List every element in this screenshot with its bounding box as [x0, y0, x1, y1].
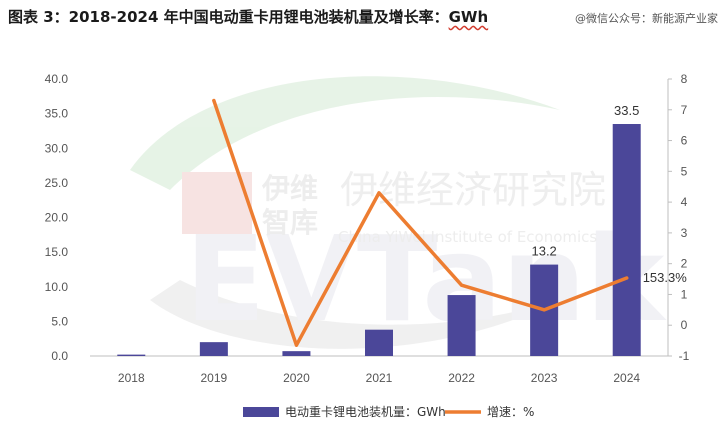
y-left-tick-label: 25.0 — [45, 176, 69, 190]
y-left-tick-label: 5.0 — [51, 314, 68, 328]
x-tick-label: 2020 — [283, 371, 310, 385]
y-left-tick-label: 10.0 — [45, 280, 69, 294]
chart-title-text: 图表 3：2018-2024 年中国电动重卡用锂电池装机量及增长率： — [8, 8, 449, 26]
x-tick-label: 2022 — [448, 371, 475, 385]
bar — [199, 342, 228, 356]
growth-line — [212, 98, 629, 347]
y-right-tick-label: 1 — [681, 287, 688, 301]
y-left-tick-label: 35.0 — [45, 107, 69, 121]
bar — [447, 295, 476, 356]
x-tick-label: 2018 — [118, 371, 145, 385]
y-left-tick-label: 0.0 — [51, 349, 68, 363]
watermark-swoosh-green — [130, 76, 560, 190]
axes: 0.0 5.0 10.0 15.0 20.0 25.0 30.0 35.0 40.0 -1 0 1 2 3… — [45, 72, 690, 385]
y-right-tick-label: 7 — [681, 103, 688, 117]
bar — [117, 354, 146, 356]
y-right-tick-label: 8 — [681, 72, 688, 86]
y-left-tick-label: 20.0 — [45, 211, 69, 225]
growth-point — [625, 276, 629, 280]
y-right-tick-label: 4 — [681, 195, 688, 209]
y-right-tick-label: 5 — [681, 164, 688, 178]
y-right-tick-label: 3 — [681, 226, 688, 240]
y-left-tick-label: 30.0 — [45, 141, 69, 155]
growth-point — [542, 308, 546, 312]
chart-title-unit: GWh — [448, 8, 489, 26]
line-data-label: 153.3% — [643, 270, 688, 285]
growth-point — [377, 191, 381, 195]
watermark-logo: EVTank — [185, 210, 667, 348]
watermark-en-full: China YiWei Institute of Economics — [338, 228, 597, 246]
x-tick-label: 2021 — [366, 371, 393, 385]
watermark-cn-name-2: 智库 — [262, 206, 318, 239]
x-tick-label: 2019 — [201, 371, 228, 385]
watermark: EVTank 伊维 智库 伊维经济研究院 China YiWei Institu… — [130, 76, 667, 349]
bar-data-label: 33.5 — [614, 103, 639, 118]
bar — [282, 351, 311, 356]
y-right-tick-label: 2 — [681, 257, 688, 271]
y-right-tick-label: 6 — [681, 134, 688, 148]
y-left-tick-label: 15.0 — [45, 245, 69, 259]
bar-data-label: 13.2 — [531, 244, 556, 259]
legend-bar-label: 电动重卡锂电池装机量：GWh — [285, 404, 446, 419]
watermark-cn-full: 伊维经济研究院 — [340, 168, 606, 212]
legend-bar-swatch — [243, 407, 279, 417]
x-tick-label: 2024 — [613, 371, 640, 385]
y-right-tick-label: -1 — [679, 349, 690, 363]
y-right-tick-label: 0 — [681, 318, 688, 332]
chart-title: 图表 3：2018-2024 年中国电动重卡用锂电池装机量及增长率：GWh — [8, 6, 488, 27]
source-credit: @微信公众号：新能源产业家 — [575, 12, 718, 25]
x-tick-label: 2023 — [531, 371, 558, 385]
growth-point — [460, 283, 464, 287]
growth-point — [212, 99, 216, 103]
growth-point — [294, 343, 298, 347]
data-labels: 13.2 33.5 153.3% — [531, 103, 687, 285]
legend: 电动重卡锂电池装机量：GWh 增速：% — [243, 404, 534, 419]
y-left-tick-label: 40.0 — [45, 72, 69, 86]
legend-line-label: 增速：% — [487, 405, 534, 419]
growth-line-path — [212, 98, 629, 347]
bar — [365, 329, 393, 356]
bar — [612, 124, 641, 356]
watermark-cn-name-1: 伊维 — [261, 172, 318, 205]
